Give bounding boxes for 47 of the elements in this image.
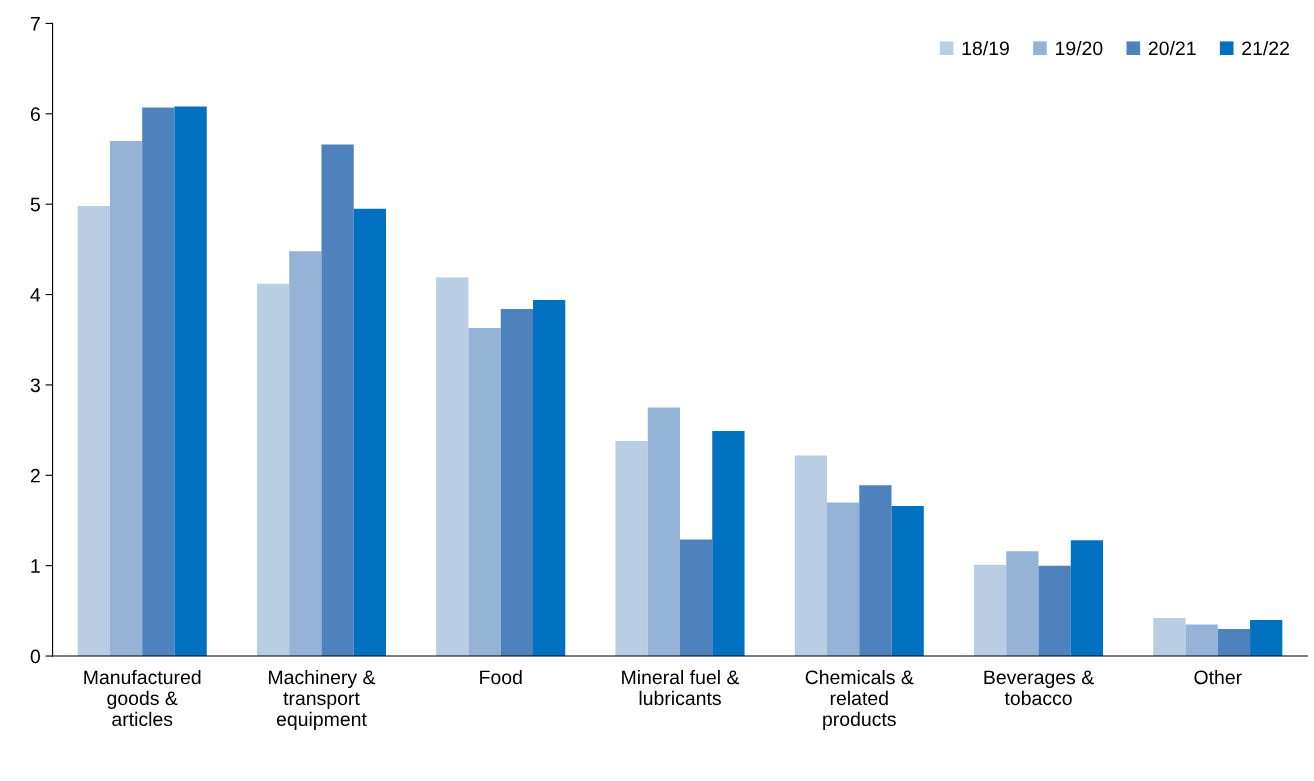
bar xyxy=(1038,565,1071,657)
y-tick-label: 5 xyxy=(30,197,40,212)
bar xyxy=(500,309,533,657)
bar xyxy=(647,407,680,657)
bar xyxy=(615,440,648,657)
legend-label: 18/19 xyxy=(962,40,1009,56)
x-tick-label: Beverages & tobacco xyxy=(984,670,1094,706)
x-tick-label: Mineral fuel & lubricants xyxy=(622,669,740,706)
bar xyxy=(533,299,566,657)
bar xyxy=(859,485,892,657)
bar xyxy=(289,251,322,657)
bar xyxy=(468,327,501,657)
bar xyxy=(679,539,713,657)
bar xyxy=(256,283,290,657)
bar xyxy=(436,277,469,657)
bar xyxy=(174,106,207,657)
bar xyxy=(1006,551,1039,657)
bar xyxy=(1250,619,1283,657)
y-tick-label: 0 xyxy=(30,649,40,664)
bar xyxy=(826,502,860,657)
bar xyxy=(891,506,924,657)
y-tick-label: 7 xyxy=(30,17,40,31)
x-tick-label: Machinery & transport equipment xyxy=(269,669,376,730)
y-tick-label: 6 xyxy=(30,107,40,122)
x-tick-label: Manufactured goods & articles xyxy=(84,669,201,727)
y-tick-label: 2 xyxy=(30,468,40,483)
x-tick-label: Other xyxy=(1194,669,1242,685)
bar xyxy=(1185,624,1218,657)
y-tick-label: 4 xyxy=(30,288,41,302)
bar xyxy=(1153,618,1186,657)
y-tick-label: 1 xyxy=(31,559,40,573)
x-tick-label: Food xyxy=(480,669,522,685)
x-tick-label: Chemicals & related products xyxy=(805,669,914,730)
legend-label: 20/21 xyxy=(1148,40,1196,56)
bar xyxy=(1217,628,1251,657)
y-tick-label: 3 xyxy=(30,378,40,393)
bar xyxy=(794,455,827,657)
bar xyxy=(973,564,1007,657)
bar xyxy=(1070,540,1104,657)
bar xyxy=(353,208,386,657)
bar xyxy=(77,205,110,657)
bar xyxy=(109,140,143,657)
legend-label: 19/20 xyxy=(1056,40,1103,56)
bar xyxy=(321,144,354,657)
legend-label: 21/22 xyxy=(1242,40,1289,56)
bar xyxy=(712,431,745,657)
bar xyxy=(142,107,175,657)
